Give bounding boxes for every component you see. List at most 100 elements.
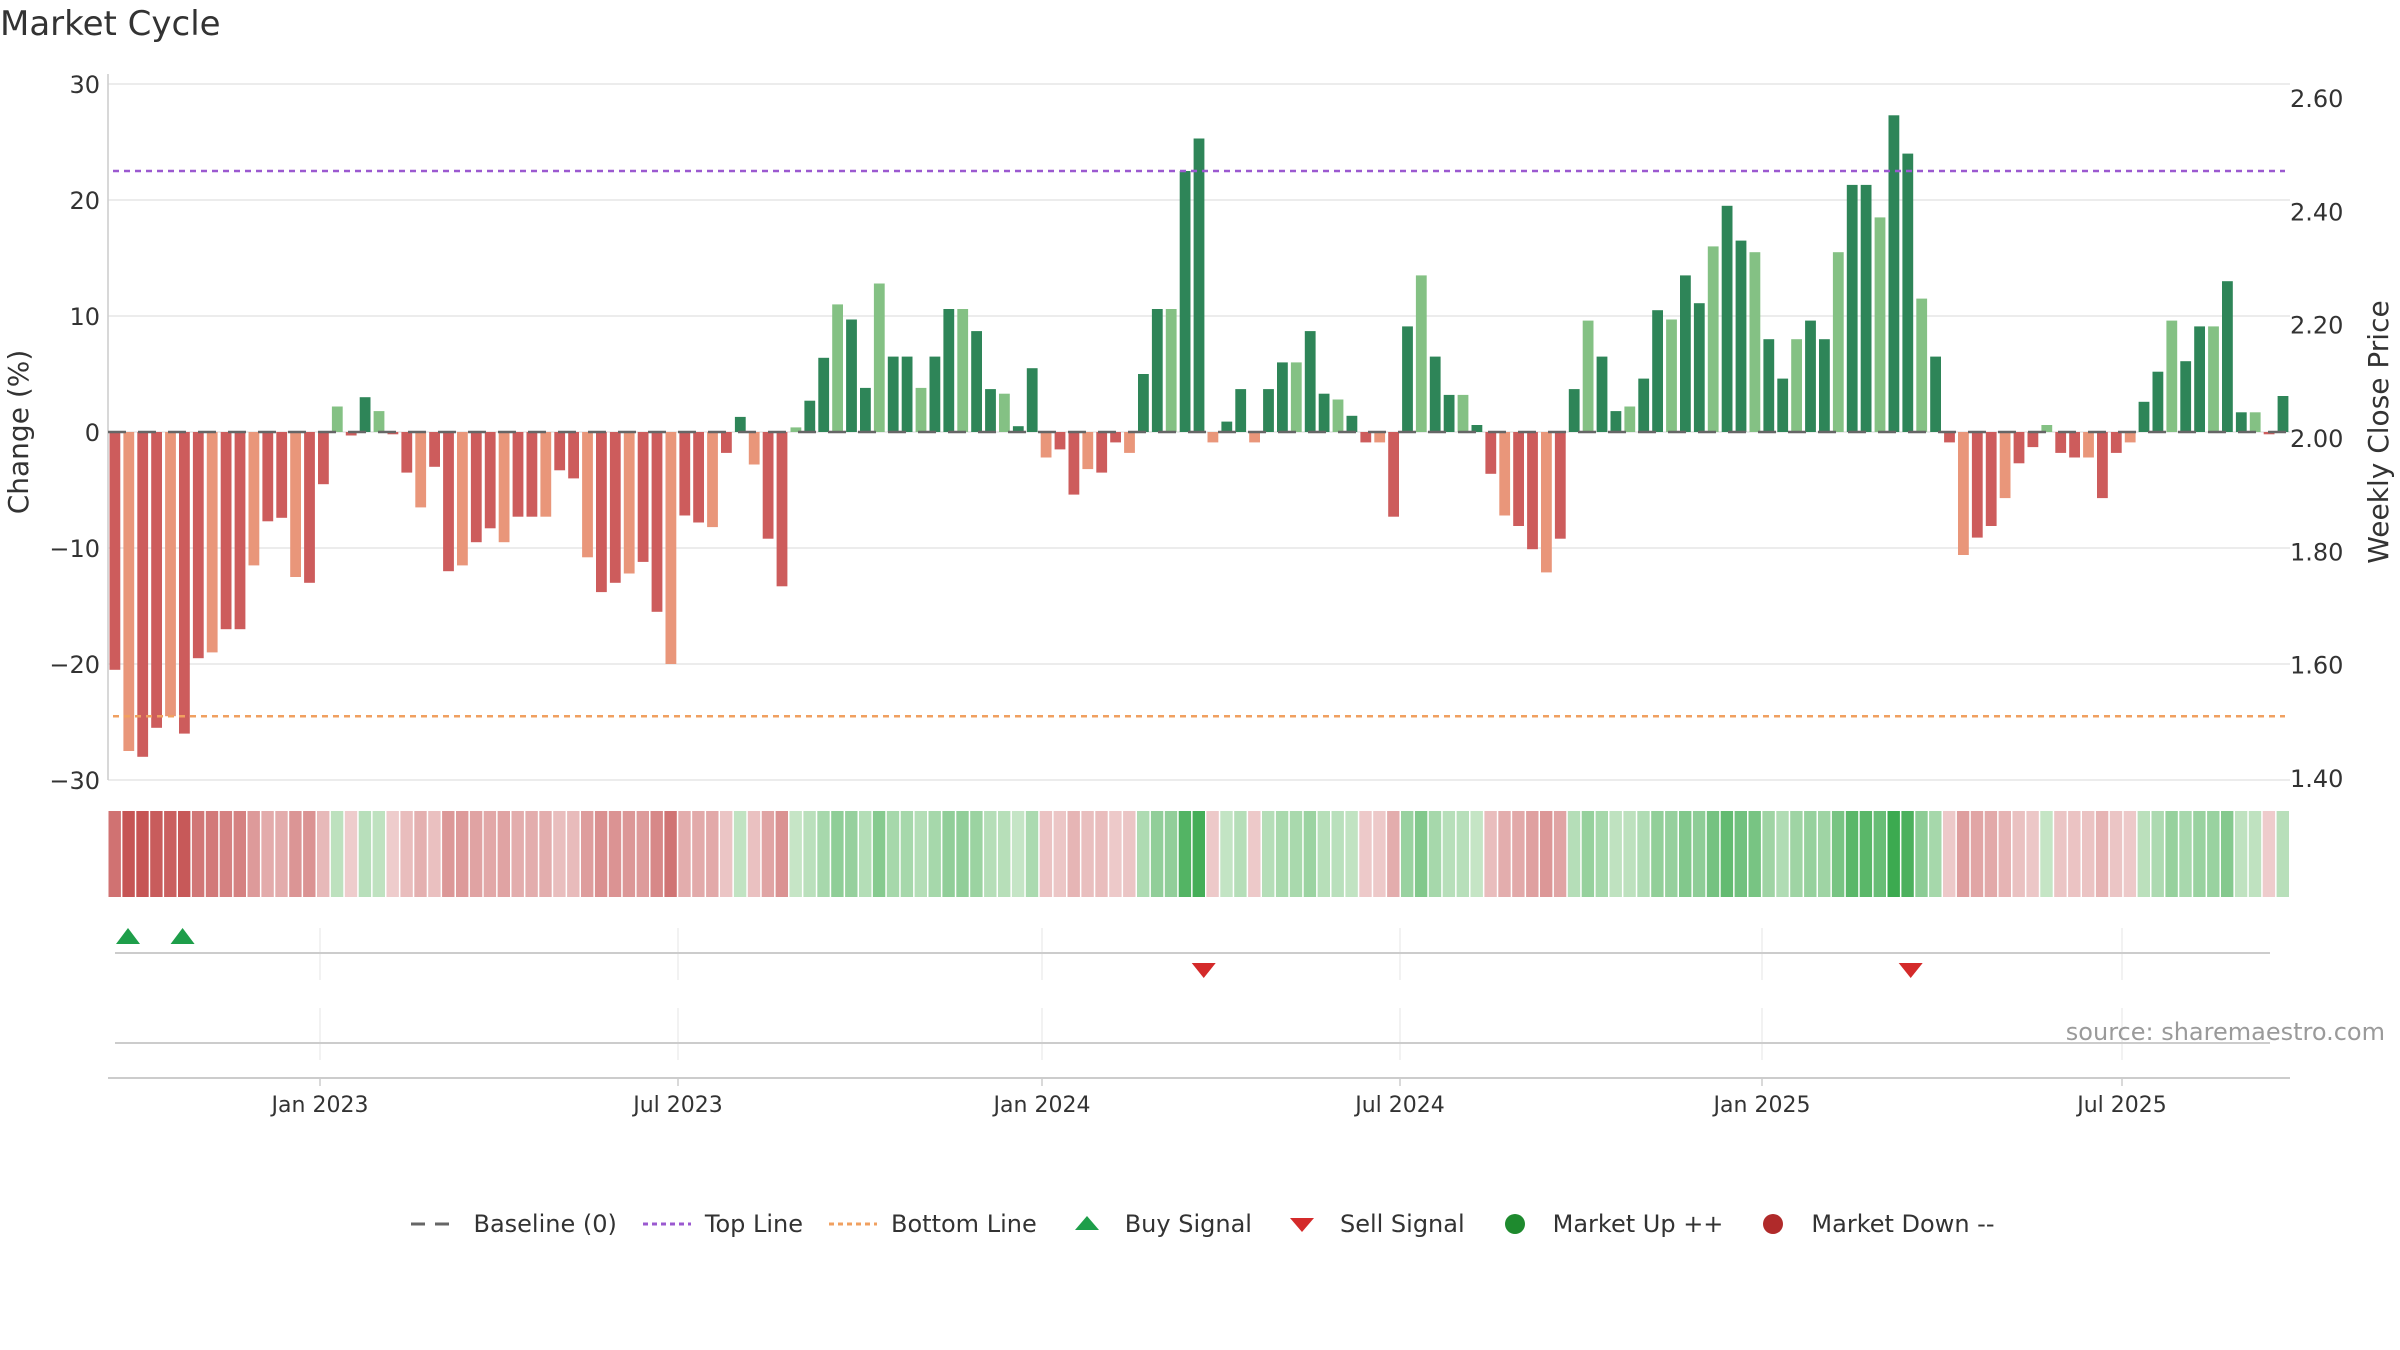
strip-cell (539, 811, 552, 897)
bar (1721, 205, 1733, 432)
strip-cell (386, 811, 399, 897)
y-tick-label: −30 (49, 767, 100, 795)
strip-cell (344, 811, 358, 897)
bar (1221, 421, 1233, 432)
strip-cell (1943, 811, 1956, 897)
bar (1443, 394, 1455, 432)
strip-cell (1164, 811, 1178, 897)
strip-cell (2137, 811, 2150, 897)
strip-cell (1025, 811, 1039, 897)
legend-item: Top Line (637, 1210, 803, 1238)
strip-cell (1428, 811, 1442, 897)
strip-cell (358, 811, 372, 897)
strip-cell (1095, 811, 1108, 897)
bar (1582, 320, 1594, 432)
bar (1457, 394, 1469, 432)
strip-cell (497, 811, 510, 897)
bar (1290, 362, 1302, 432)
strip-cell (1734, 811, 1747, 897)
bar (1110, 432, 1121, 443)
strip-cell (1456, 811, 1469, 897)
bar (1777, 378, 1789, 432)
bar (345, 432, 357, 436)
bar (1471, 425, 1483, 432)
bar (1999, 432, 2011, 499)
legend-swatch-up (1074, 1216, 1099, 1230)
strip-cell (1498, 811, 1511, 897)
bar (1124, 432, 1135, 453)
bar (2027, 432, 2039, 448)
bar (1513, 432, 1524, 526)
strip-cell (469, 811, 483, 897)
strip-cell (1901, 811, 1914, 897)
strip-cell (2068, 811, 2081, 897)
bar (2124, 432, 2136, 443)
bar (679, 432, 691, 516)
bar (1554, 432, 1566, 539)
strip-cell (1790, 811, 1803, 897)
bar (234, 432, 246, 630)
bar (623, 432, 635, 574)
bar (2097, 432, 2108, 499)
bar (1860, 184, 1872, 432)
bar (957, 309, 969, 432)
bar (1485, 432, 1497, 474)
strip-cell (2026, 811, 2039, 897)
strip-cell (303, 811, 316, 897)
bar (929, 356, 941, 432)
strip-cell (733, 811, 747, 897)
bar (2055, 432, 2067, 453)
strip-cell (998, 811, 1011, 897)
bar (484, 432, 496, 529)
bar (915, 387, 927, 432)
strip-cell (275, 811, 288, 897)
x-tick-label: Jul 2023 (631, 1093, 723, 1118)
strip-cell (1970, 811, 1984, 897)
bar (262, 432, 274, 522)
bar (373, 411, 385, 432)
strip-cell (122, 811, 135, 897)
legend-item: Bottom Line (823, 1210, 1037, 1238)
y2-tick-label: 2.40 (2290, 198, 2343, 226)
strip-cell (1359, 811, 1372, 897)
bar (1179, 171, 1191, 432)
bar (2249, 412, 2261, 432)
bar (1207, 432, 1219, 443)
bar (2194, 326, 2205, 432)
strip-cell (1581, 811, 1595, 897)
strip-cell (942, 811, 955, 897)
bar (1388, 432, 1399, 517)
strip-cell (1929, 811, 1942, 897)
strip-cell (1289, 811, 1303, 897)
legend-triangle (1074, 1216, 1099, 1230)
strip-cell (178, 811, 191, 897)
bar (526, 432, 538, 517)
strip-cell (2248, 811, 2262, 897)
bar (318, 432, 329, 485)
bar (971, 331, 982, 432)
strip-cell (1818, 811, 1831, 897)
bar (165, 432, 176, 717)
strip-cell (400, 811, 413, 897)
bar (1304, 331, 1316, 432)
bar (762, 432, 774, 539)
y-tick-label: 30 (69, 71, 100, 99)
bar (1165, 309, 1177, 432)
bar (137, 432, 149, 757)
strip-cell (914, 811, 927, 897)
strip-cell (442, 811, 455, 897)
bar (804, 400, 816, 432)
strip-cell (956, 811, 969, 897)
strip-cell (1873, 811, 1886, 897)
strip-cell (1220, 811, 1233, 897)
strip-cell (136, 811, 149, 897)
bar (846, 319, 857, 432)
strip-cell (428, 811, 441, 897)
bar (790, 427, 802, 432)
bar (1930, 356, 1941, 432)
chart-title: Market Cycle (0, 4, 221, 44)
bar (985, 389, 996, 432)
y-tick-label: 20 (69, 187, 100, 215)
strip-cell (1512, 811, 1525, 897)
bar (1138, 374, 1149, 432)
